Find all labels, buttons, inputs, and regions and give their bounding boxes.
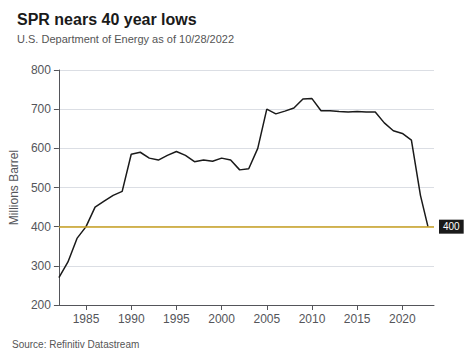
svg-text:Source: Refinitiv Datastream: Source: Refinitiv Datastream [12,339,139,350]
svg-text:400: 400 [31,220,51,234]
svg-text:1995: 1995 [163,312,190,326]
svg-text:2015: 2015 [344,312,371,326]
svg-text:1985: 1985 [73,312,100,326]
svg-text:2005: 2005 [253,312,280,326]
svg-text:500: 500 [31,181,51,195]
svg-text:700: 700 [31,102,51,116]
svg-text:SPR nears 40 year lows: SPR nears 40 year lows [17,11,197,28]
svg-text:2020: 2020 [389,312,416,326]
svg-text:300: 300 [31,259,51,273]
svg-text:800: 800 [31,63,51,77]
svg-text:200: 200 [31,298,51,312]
svg-text:Millions Barrel: Millions Barrel [7,150,21,225]
svg-text:2000: 2000 [208,312,235,326]
svg-text:400: 400 [443,221,460,232]
svg-text:600: 600 [31,141,51,155]
svg-text:1990: 1990 [118,312,145,326]
svg-text:2010: 2010 [299,312,326,326]
svg-text:U.S. Department of Energy as o: U.S. Department of Energy as of 10/28/20… [17,33,234,45]
